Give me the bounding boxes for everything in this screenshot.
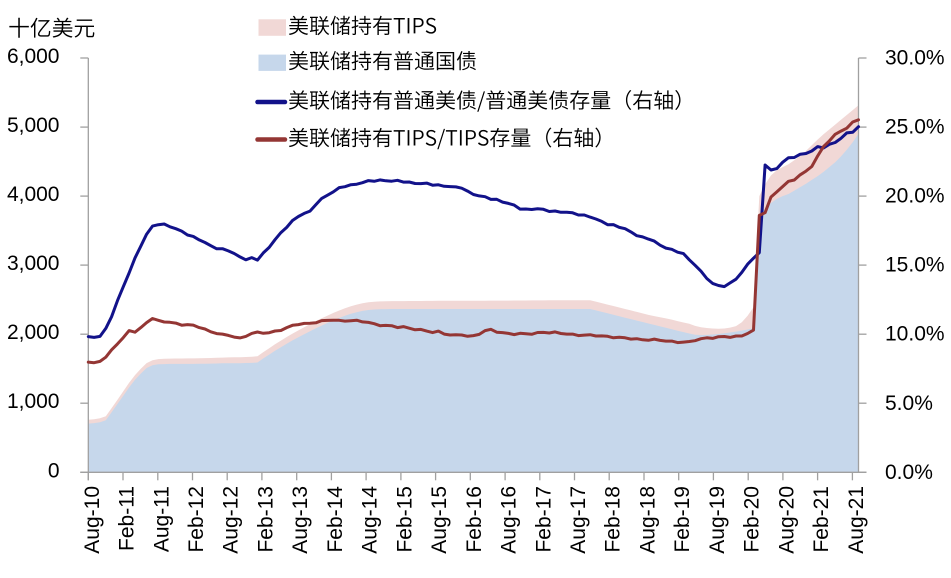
svg-text:30.0%: 30.0% [885, 47, 945, 70]
svg-text:Feb-20: Feb-20 [741, 486, 764, 553]
svg-text:Feb-16: Feb-16 [463, 486, 486, 553]
svg-text:Aug-11: Aug-11 [150, 486, 173, 552]
svg-text:10.0%: 10.0% [885, 323, 945, 346]
svg-text:Feb-11: Feb-11 [116, 486, 139, 551]
svg-text:Aug-15: Aug-15 [428, 486, 451, 554]
svg-text:0: 0 [48, 459, 60, 482]
svg-text:Feb-21: Feb-21 [810, 486, 833, 553]
svg-text:Aug-21: Aug-21 [845, 486, 868, 554]
svg-text:Feb-14: Feb-14 [324, 486, 347, 553]
svg-text:6,000: 6,000 [7, 45, 60, 68]
svg-text:4,000: 4,000 [7, 183, 60, 206]
svg-text:Aug-16: Aug-16 [498, 486, 521, 554]
svg-text:Feb-17: Feb-17 [532, 486, 555, 553]
svg-text:Aug-14: Aug-14 [359, 486, 382, 554]
svg-text:3,000: 3,000 [7, 252, 60, 275]
svg-text:5,000: 5,000 [7, 114, 60, 137]
svg-text:Aug-17: Aug-17 [567, 486, 590, 554]
svg-text:Aug-20: Aug-20 [775, 486, 798, 554]
svg-text:Feb-13: Feb-13 [254, 486, 277, 553]
svg-text:Feb-15: Feb-15 [393, 486, 416, 553]
svg-text:0.0%: 0.0% [885, 461, 933, 484]
svg-text:15.0%: 15.0% [885, 254, 945, 277]
svg-text:Feb-19: Feb-19 [671, 486, 694, 553]
svg-text:20.0%: 20.0% [885, 185, 945, 208]
svg-text:Aug-10: Aug-10 [81, 486, 104, 554]
svg-text:Aug-18: Aug-18 [637, 486, 660, 554]
svg-text:1,000: 1,000 [7, 390, 60, 413]
svg-text:2,000: 2,000 [7, 321, 60, 344]
svg-text:Aug-12: Aug-12 [220, 486, 243, 554]
svg-text:Aug-19: Aug-19 [706, 486, 729, 554]
svg-text:25.0%: 25.0% [885, 116, 945, 139]
svg-text:Feb-12: Feb-12 [185, 486, 208, 553]
svg-text:Feb-18: Feb-18 [602, 486, 625, 553]
svg-text:5.0%: 5.0% [885, 392, 933, 415]
svg-text:Aug-13: Aug-13 [289, 486, 312, 554]
